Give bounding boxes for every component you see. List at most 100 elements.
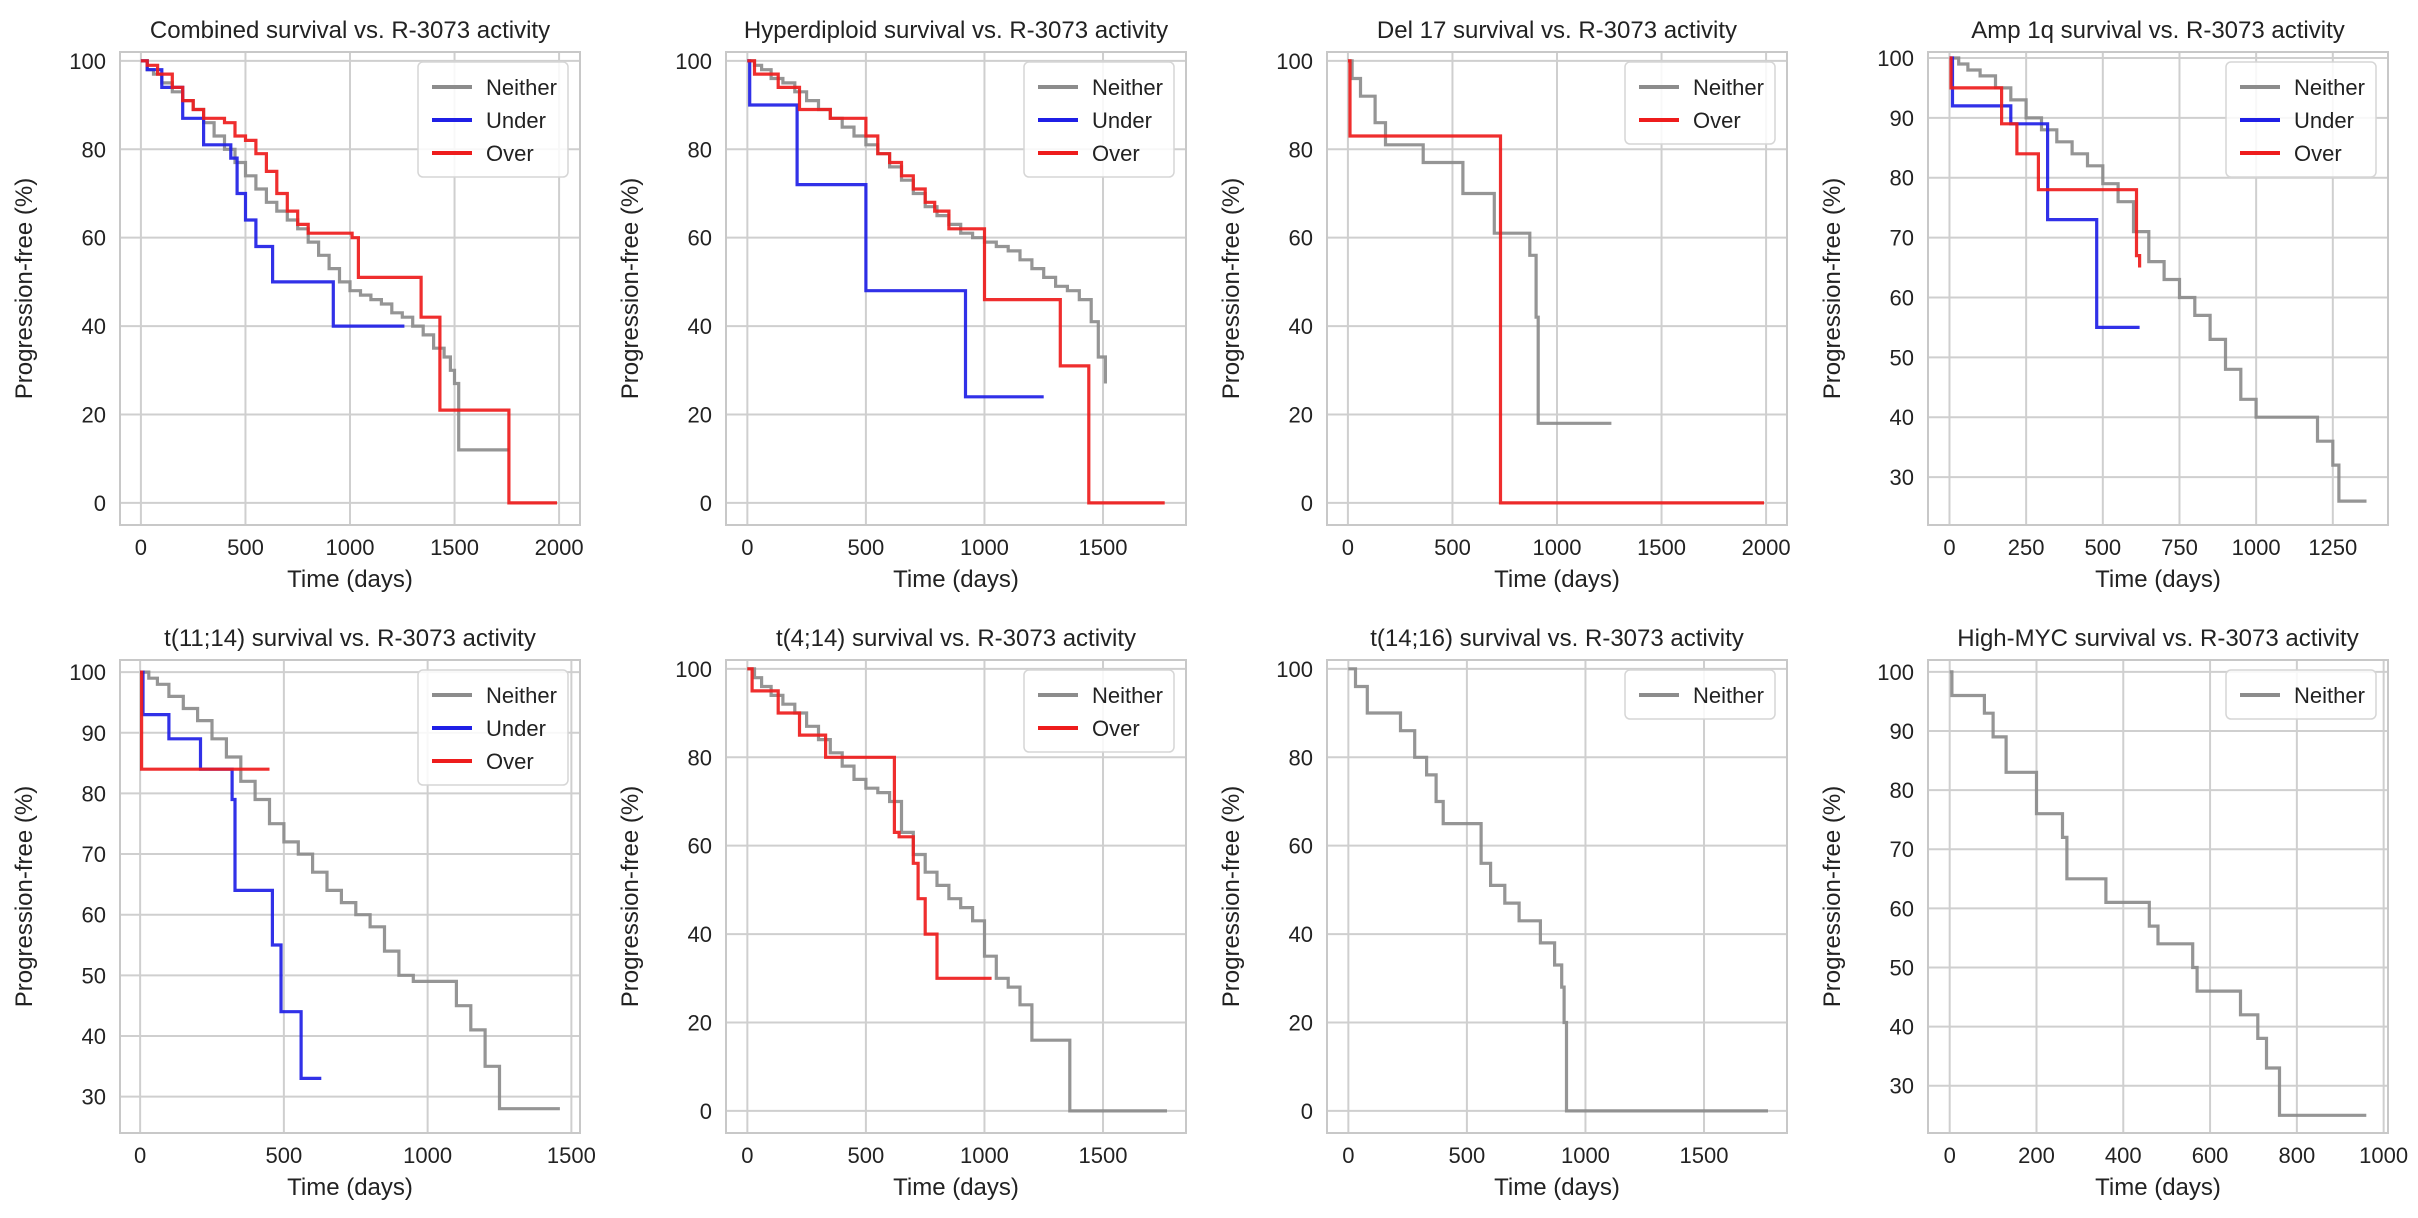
y-axis-label: Progression-free (%) [11,178,38,399]
chart-title: t(14;16) survival vs. R-3073 activity [1370,625,1743,652]
y-tick-label: 20 [82,402,106,427]
y-tick-label: 80 [1289,137,1313,162]
x-tick-label: 500 [848,1143,885,1168]
y-axis-label: Progression-free (%) [617,786,644,1007]
x-tick-label: 500 [266,1143,303,1168]
legend-label: Neither [1092,683,1163,708]
y-tick-label: 0 [1301,1099,1313,1124]
y-tick-label: 100 [675,49,712,74]
x-tick-label: 1000 [1561,1143,1610,1168]
legend-label: Over [486,749,534,774]
y-tick-label: 60 [1890,896,1914,921]
series-line-neither [1347,59,1612,425]
legend-label: Neither [2294,683,2365,708]
x-tick-label: 0 [134,1143,146,1168]
series-line-neither [1949,670,2367,1117]
y-tick-label: 100 [69,49,106,74]
x-tick-label: 0 [1342,1143,1354,1168]
y-tick-label: 20 [1289,1010,1313,1035]
x-tick-label: 1250 [2308,535,2357,560]
chart-panel: 0 500 1000 1500 0 20 40 60 80 100 t(14;16) surviva… [1218,625,1788,1201]
x-tick-label: 1500 [1079,1143,1128,1168]
y-tick-label: 100 [675,657,712,682]
y-tick-label: 100 [1877,660,1914,685]
y-tick-label: 80 [1289,745,1313,770]
y-axis-label: Progression-free (%) [617,178,644,399]
legend-label: Neither [486,683,557,708]
series-line-over [140,59,557,505]
legend-label: Under [1092,108,1152,133]
legend-label: Over [1693,108,1741,133]
legend-label: Over [1092,716,1140,741]
chart-panel: 0 500 1000 1500 30 40 50 60 70 80 90 100 t(11;14) su… [11,625,596,1201]
y-tick-label: 70 [1890,226,1914,251]
series-line-under [1949,56,2140,329]
y-tick-label: 60 [688,226,712,251]
y-axis-label: Progression-free (%) [1218,786,1245,1007]
chart-title: Combined survival vs. R-3073 activity [150,17,550,44]
x-tick-label: 500 [848,535,885,560]
y-axis-label: Progression-free (%) [1819,178,1846,399]
y-tick-label: 70 [82,842,106,867]
y-tick-label: 100 [69,660,106,685]
y-tick-label: 70 [1890,837,1914,862]
y-tick-label: 20 [1289,402,1313,427]
y-axis-label: Progression-free (%) [1819,786,1846,1007]
y-tick-label: 40 [1890,405,1914,430]
chart-title: Amp 1q survival vs. R-3073 activity [1971,17,2344,44]
y-tick-label: 100 [1276,49,1313,74]
y-tick-label: 20 [688,402,712,427]
legend-label: Under [2294,108,2354,133]
chart-panel: 0 200 400 600 800 1000 30 40 50 60 70 80 90 100 High-M… [1819,625,2408,1201]
y-tick-label: 30 [82,1085,106,1110]
x-axis-label: Time (days) [287,566,413,593]
y-tick-label: 40 [1890,1015,1914,1040]
y-tick-label: 80 [1890,778,1914,803]
y-tick-label: 50 [82,963,106,988]
chart-title: High-MYC survival vs. R-3073 activity [1957,625,2358,652]
legend-box [1023,61,1175,178]
legend-label: Neither [1693,683,1764,708]
series-line-neither [1348,667,1768,1113]
x-tick-label: 1000 [960,1143,1009,1168]
plot-frame [725,659,1187,1134]
y-tick-label: 80 [82,781,106,806]
chart-panel: 0 500 1000 1500 2000 0 20 40 60 80 100 Del 17 survi… [1218,17,1791,593]
legend-label: Over [1092,141,1140,166]
x-tick-label: 1000 [2232,535,2281,560]
legend-label: Under [486,108,546,133]
y-tick-label: 0 [700,491,712,516]
y-tick-label: 90 [1890,719,1914,744]
x-tick-label: 1500 [430,535,479,560]
y-tick-label: 90 [82,721,106,746]
y-tick-label: 0 [94,491,106,516]
x-tick-label: 500 [2084,535,2121,560]
legend-box [417,61,569,178]
y-tick-label: 40 [688,922,712,947]
x-tick-label: 1500 [1637,535,1686,560]
series-line-over [747,59,1165,505]
x-tick-label: 800 [2279,1143,2316,1168]
x-tick-label: 400 [2105,1143,2142,1168]
plot-frame [1326,51,1788,526]
x-tick-label: 500 [227,535,264,560]
x-axis-label: Time (days) [2095,566,2221,593]
series-line-over [1347,59,1764,505]
legend-label: Neither [1693,75,1764,100]
series-line-under [140,670,322,1080]
chart-panel: 0 500 1000 1500 0 20 40 60 80 100 t(4;14) survival… [617,625,1187,1201]
chart-title: Hyperdiploid survival vs. R-3073 activit… [744,17,1168,44]
plot-frame [119,659,581,1134]
legend-box [417,669,569,786]
legend-label: Neither [2294,75,2365,100]
chart-panel: 0 250 500 750 1000 1250 30 40 50 60 70 80 90 100 Amp 1… [1819,17,2389,593]
plot-frame [1326,659,1788,1134]
y-tick-label: 40 [688,314,712,339]
x-axis-label: Time (days) [2095,1174,2221,1201]
y-tick-label: 20 [688,1010,712,1035]
x-tick-label: 0 [741,1143,753,1168]
x-tick-label: 750 [2161,535,2198,560]
y-tick-label: 50 [1890,955,1914,980]
x-tick-label: 0 [741,535,753,560]
